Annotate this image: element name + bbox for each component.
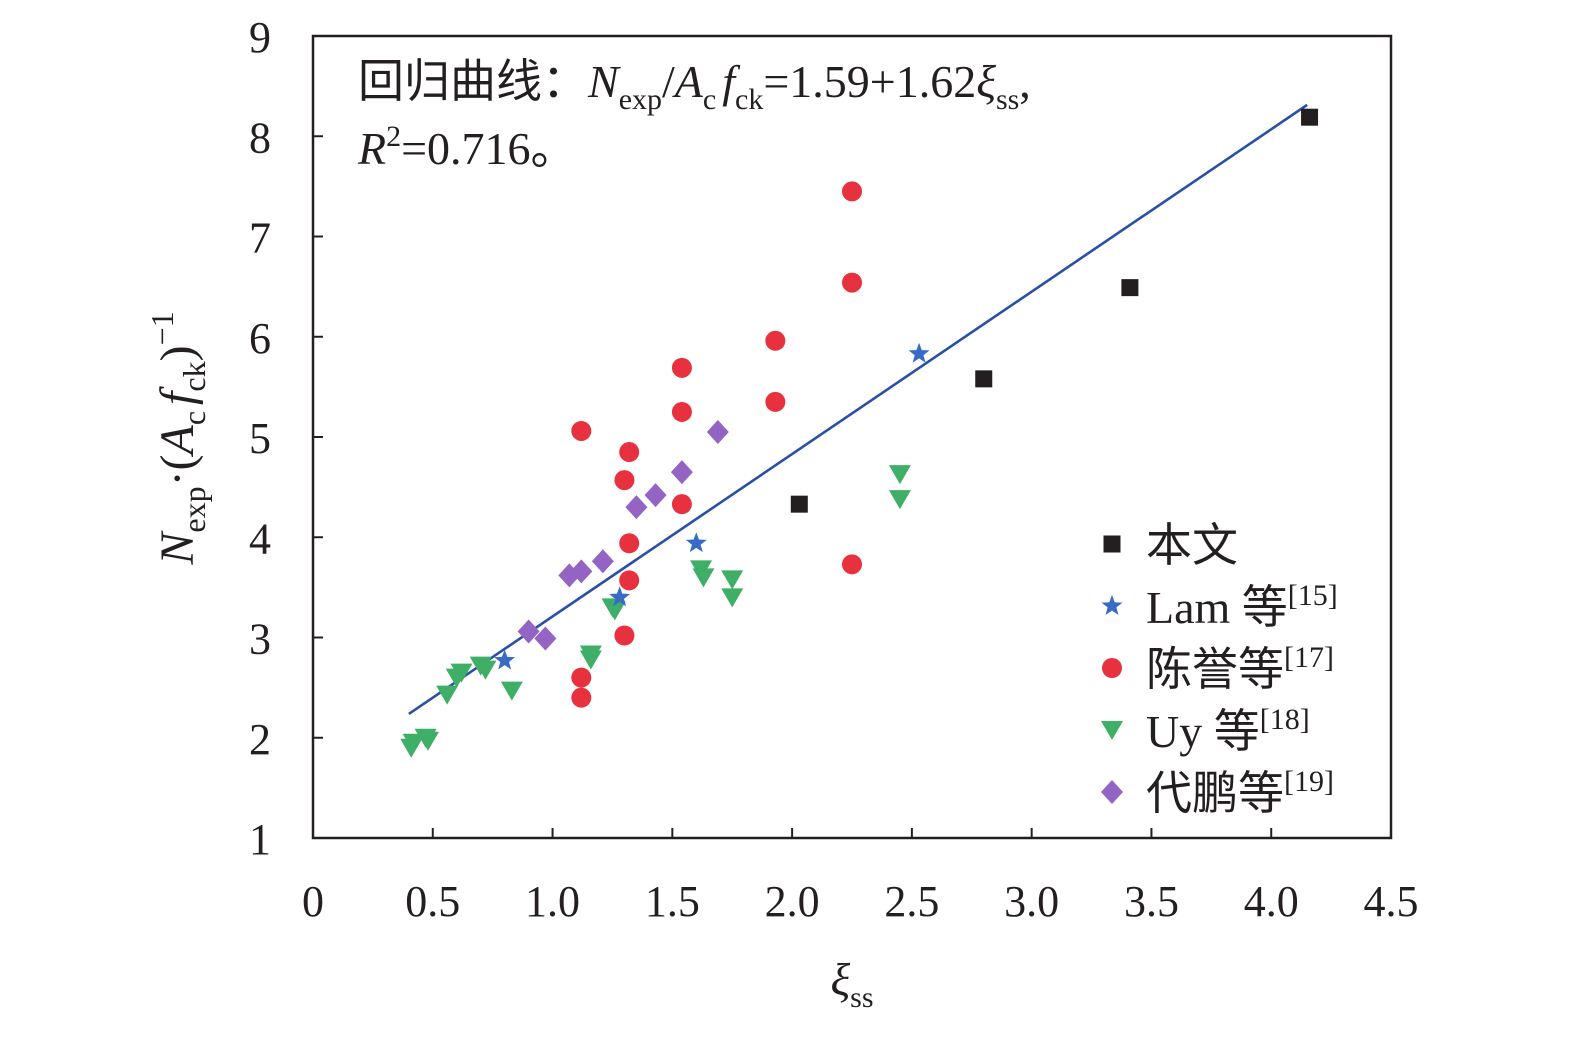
data-point xyxy=(571,420,592,441)
data-point xyxy=(571,667,592,688)
x-tick-label: 2.0 xyxy=(765,877,820,926)
data-point xyxy=(671,357,692,378)
data-point xyxy=(1301,108,1319,126)
x-tick-label: 4.0 xyxy=(1244,877,1299,926)
x-tick-label: 0.5 xyxy=(405,877,460,926)
legend-marker xyxy=(1101,780,1123,804)
data-point xyxy=(416,731,439,751)
data-point xyxy=(842,272,862,293)
data-point xyxy=(619,442,640,463)
data-point xyxy=(570,559,593,584)
data-point xyxy=(908,342,930,363)
data-point xyxy=(619,533,640,554)
x-tick-label: 1.5 xyxy=(645,877,700,926)
legend-label: 本文 xyxy=(1146,520,1238,571)
y-tick-label: 6 xyxy=(249,314,271,363)
x-tick-label: 0 xyxy=(302,877,324,926)
legend-label: Lam 等[15] xyxy=(1146,579,1338,633)
data-point xyxy=(888,490,911,510)
data-point xyxy=(671,494,692,515)
data-point xyxy=(790,495,808,513)
data-point xyxy=(765,391,786,412)
data-point xyxy=(721,570,744,590)
y-tick-label: 3 xyxy=(249,615,271,664)
data-point xyxy=(609,586,631,607)
x-axis-label: ξss xyxy=(830,954,873,1014)
data-point xyxy=(644,483,667,508)
data-point xyxy=(671,401,692,422)
x-tick-label: 1.0 xyxy=(525,877,580,926)
data-point xyxy=(721,588,744,608)
data-point xyxy=(625,495,648,520)
x-tick-label: 3.0 xyxy=(1004,877,1059,926)
regression-line xyxy=(408,103,1308,715)
y-axis-label: Nexp·(Acfck)−1 xyxy=(144,311,212,565)
legend-marker xyxy=(1103,535,1121,553)
legend-label: 代鹏等[19] xyxy=(1146,765,1334,819)
y-tick-label: 2 xyxy=(249,715,271,764)
legend-marker xyxy=(1102,658,1122,678)
legend: 本文 Lam 等[15] 陈誉等[17] Uy 等[18] 代鹏等[19] xyxy=(1101,520,1338,819)
data-point xyxy=(591,549,614,574)
points-layer xyxy=(400,108,1319,758)
data-point xyxy=(494,649,516,670)
data-point xyxy=(842,181,862,202)
data-point xyxy=(842,554,862,575)
legend-marker xyxy=(1101,721,1123,740)
data-point xyxy=(474,660,497,680)
data-point xyxy=(765,330,786,351)
data-point xyxy=(1121,279,1139,297)
data-point xyxy=(670,460,693,485)
data-point xyxy=(500,681,523,701)
y-tick-label: 8 xyxy=(249,113,271,162)
data-point xyxy=(450,663,473,683)
x-tick-label: 4.5 xyxy=(1364,877,1419,926)
data-point xyxy=(614,625,635,646)
r-squared: R2=0.716。 xyxy=(357,120,577,174)
legend-label: 陈誉等[17] xyxy=(1146,641,1334,695)
data-point xyxy=(692,568,715,588)
data-point xyxy=(579,650,602,670)
regression-layer xyxy=(408,103,1308,715)
data-point xyxy=(402,733,425,753)
y-tick-label: 9 xyxy=(249,13,271,62)
y-tick-label: 1 xyxy=(249,815,271,864)
data-point xyxy=(603,601,626,621)
x-tick-label: 3.5 xyxy=(1124,877,1179,926)
y-tick-label: 4 xyxy=(249,514,271,563)
data-point xyxy=(571,687,592,708)
legend-marker xyxy=(1101,595,1123,615)
legend-label: Uy 等[18] xyxy=(1146,703,1310,757)
text-layer: 0 0.5 1.0 1.5 2.0 2.5 3.0 3.5 4.0 4.5 1 2 3 4 5 6 7 8 9 ξss… xyxy=(144,13,1419,1014)
data-point xyxy=(517,619,540,644)
data-point xyxy=(888,465,911,485)
data-point xyxy=(975,370,993,388)
axes-layer xyxy=(311,34,1393,840)
data-point xyxy=(685,532,707,553)
y-tick-label: 7 xyxy=(249,214,271,263)
data-point xyxy=(619,570,640,591)
data-point xyxy=(706,419,729,444)
y-tick-label: 5 xyxy=(249,414,271,463)
data-point xyxy=(436,685,459,705)
data-point xyxy=(534,626,557,651)
x-tick-label: 2.5 xyxy=(884,877,939,926)
regression-equation: 回归曲线：Nexp/Ac fck=1.59+1.62ξss, xyxy=(358,56,1031,116)
data-point xyxy=(614,470,635,491)
